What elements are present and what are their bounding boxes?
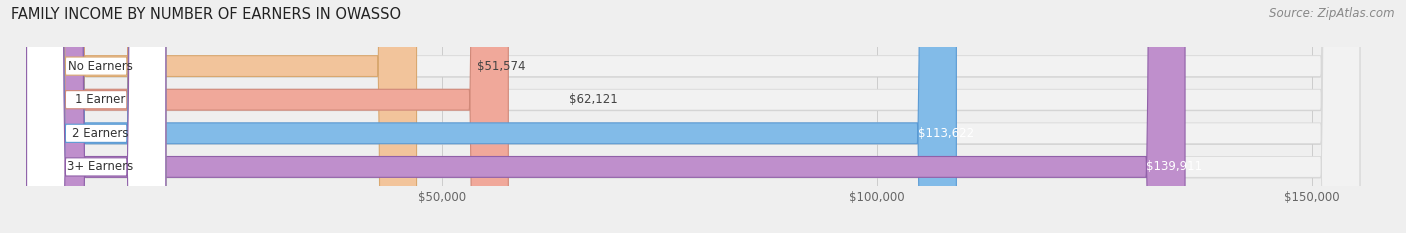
Text: $139,911: $139,911 [1146, 160, 1202, 173]
FancyBboxPatch shape [46, 0, 416, 233]
FancyBboxPatch shape [46, 0, 1360, 233]
Text: $51,574: $51,574 [478, 60, 526, 73]
FancyBboxPatch shape [46, 0, 509, 233]
FancyBboxPatch shape [46, 0, 1185, 233]
FancyBboxPatch shape [46, 0, 1360, 233]
Text: Source: ZipAtlas.com: Source: ZipAtlas.com [1270, 7, 1395, 20]
FancyBboxPatch shape [46, 0, 1360, 233]
FancyBboxPatch shape [46, 0, 1360, 233]
FancyBboxPatch shape [27, 0, 166, 233]
Text: $62,121: $62,121 [569, 93, 619, 106]
Text: 1 Earner: 1 Earner [75, 93, 125, 106]
FancyBboxPatch shape [27, 0, 166, 233]
FancyBboxPatch shape [46, 0, 1360, 233]
Text: 3+ Earners: 3+ Earners [67, 160, 134, 173]
Text: $113,622: $113,622 [918, 127, 974, 140]
FancyBboxPatch shape [27, 0, 166, 233]
FancyBboxPatch shape [46, 0, 1360, 233]
Text: 2 Earners: 2 Earners [72, 127, 128, 140]
FancyBboxPatch shape [27, 0, 166, 233]
Text: FAMILY INCOME BY NUMBER OF EARNERS IN OWASSO: FAMILY INCOME BY NUMBER OF EARNERS IN OW… [11, 7, 401, 22]
FancyBboxPatch shape [46, 0, 1360, 233]
FancyBboxPatch shape [46, 0, 1360, 233]
Text: No Earners: No Earners [67, 60, 132, 73]
FancyBboxPatch shape [46, 0, 956, 233]
